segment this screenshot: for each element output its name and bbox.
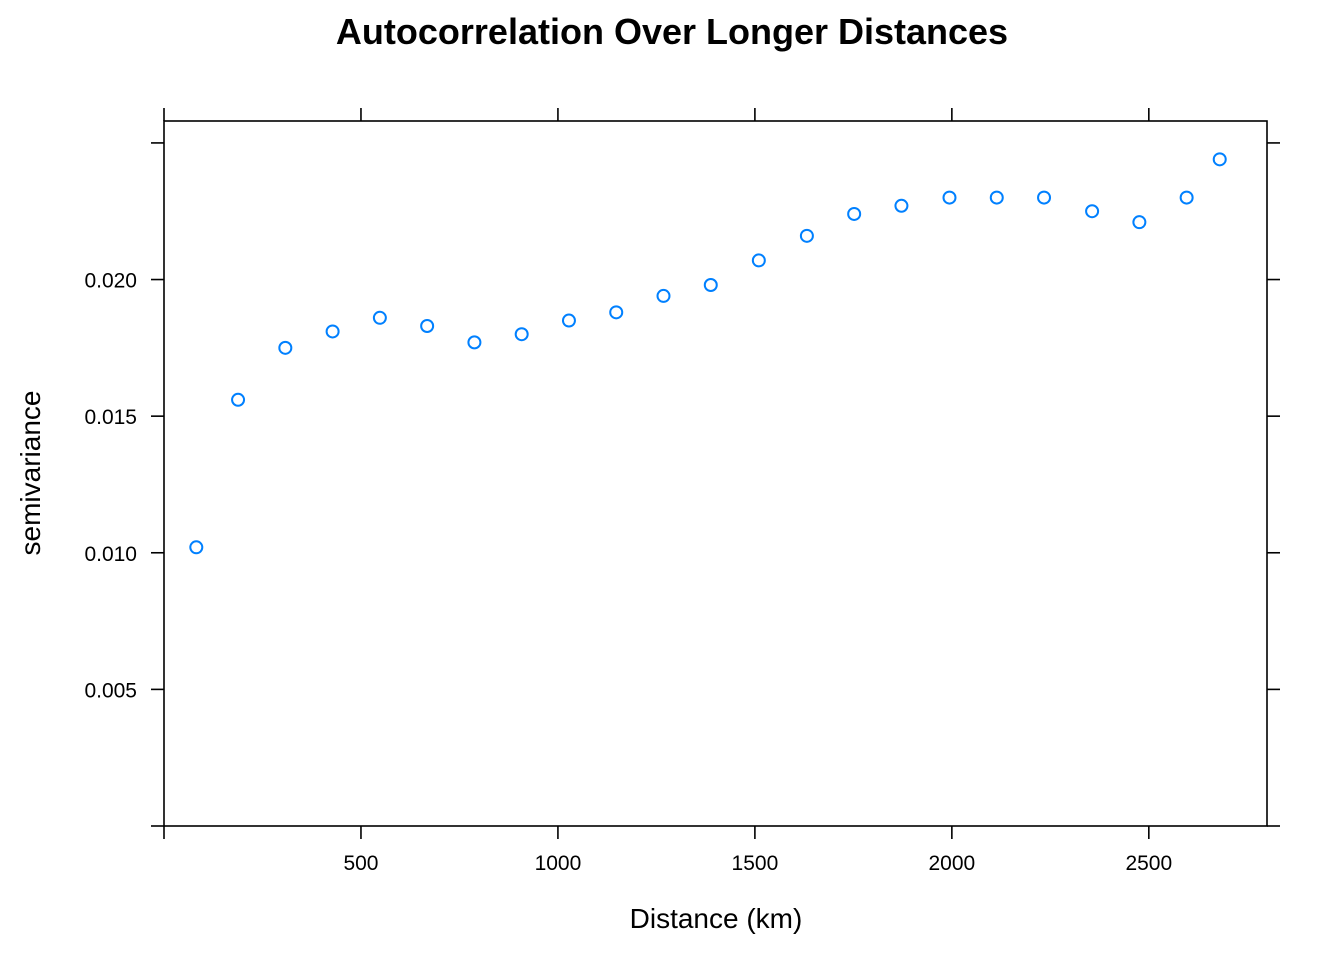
data-points	[189, 152, 1227, 555]
y-axis-label: semivariance	[15, 391, 46, 556]
data-point	[467, 335, 482, 350]
y-tick-label: 0.010	[84, 543, 137, 566]
plot-frame	[163, 120, 1268, 827]
data-point	[1212, 152, 1227, 167]
y-tick-label: 0.015	[84, 406, 137, 429]
data-point	[656, 288, 671, 303]
data-point	[372, 310, 387, 325]
chart-title: Autocorrelation Over Longer Distances	[336, 11, 1008, 52]
x-axis: 500 1000 1500 2000 2500	[163, 108, 1172, 875]
data-point	[325, 324, 340, 339]
y-tick-label: 0.020	[84, 270, 137, 293]
data-point	[420, 318, 435, 333]
x-tick-label: 1000	[535, 852, 582, 875]
data-point	[799, 228, 814, 243]
data-point	[894, 198, 909, 213]
y-tick-label: 0.005	[84, 679, 137, 702]
data-point	[561, 313, 576, 328]
data-point	[989, 190, 1004, 205]
data-point	[703, 278, 718, 293]
data-point	[609, 305, 624, 320]
x-tick-label: 1500	[732, 852, 779, 875]
data-point	[942, 190, 957, 205]
data-point	[514, 327, 529, 342]
data-point	[278, 340, 293, 355]
data-point	[231, 392, 246, 407]
data-point	[847, 206, 862, 221]
data-point	[1132, 215, 1147, 230]
x-axis-label: Distance (km)	[630, 903, 803, 934]
x-tick-label: 500	[343, 852, 378, 875]
x-tick-label: 2500	[1125, 852, 1172, 875]
y-axis: 0.005 0.010 0.015 0.020	[84, 142, 1280, 827]
data-point	[1085, 204, 1100, 219]
data-point	[189, 540, 204, 555]
data-point	[1037, 190, 1052, 205]
data-point	[1179, 190, 1194, 205]
x-tick-label: 2000	[928, 852, 975, 875]
data-point	[751, 253, 766, 268]
